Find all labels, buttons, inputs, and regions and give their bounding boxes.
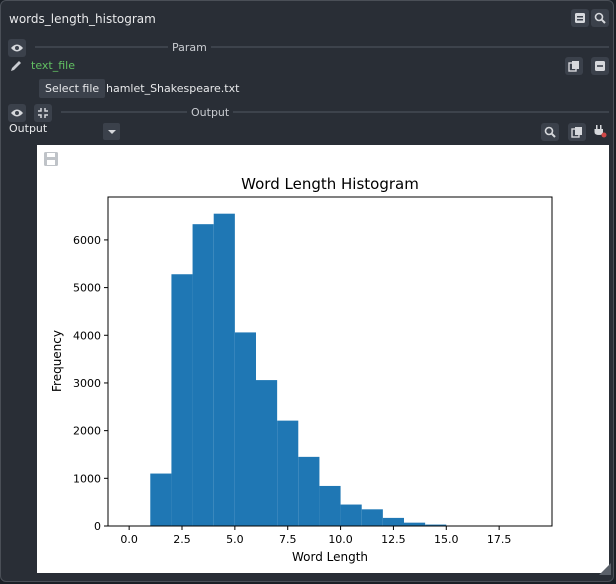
node-title: words_length_histogram [9,12,156,26]
histogram-bar [171,274,193,526]
y-axis-label: Frequency [50,330,64,392]
zoom-icon[interactable] [541,123,559,141]
zoom-icon[interactable] [591,9,609,27]
text-file-label: text_file [31,59,75,72]
shrink-icon[interactable] [34,104,52,122]
y-tick-label: 2000 [73,425,101,438]
plug-icon[interactable] [593,123,609,141]
minus-icon[interactable] [591,57,609,75]
x-tick-label: 12.5 [381,533,406,546]
y-tick-label: 1000 [73,472,101,485]
y-tick-label: 6000 [73,234,101,247]
histogram-bar [277,420,299,526]
histogram-bar [361,509,383,526]
chart-title: Word Length Histogram [241,175,419,193]
histogram-bar [298,456,320,526]
histogram-bar [213,213,235,526]
y-tick-label: 4000 [73,329,101,342]
eye-icon[interactable] [8,104,26,122]
histogram-bar [404,522,426,526]
x-tick-label: 10.0 [328,533,353,546]
eye-icon[interactable] [8,39,26,57]
histogram-bar [319,485,341,526]
resize-handle[interactable] [599,560,611,579]
x-axis-label: Word Length [292,550,368,564]
histogram-chart: Word Length Histogram 0.0 2.5 5.0 7.5 10.0 12… [50,175,553,564]
copy-icon[interactable] [568,123,586,141]
x-tick-label: 0.0 [120,533,137,546]
y-tick-label: 0 [94,520,101,533]
copy-icon[interactable] [565,57,583,75]
node-titlebar[interactable]: words_length_histogram [1,1,615,35]
y-tick-label: 3000 [73,377,101,390]
plot-frame [107,196,553,527]
collapse-icon[interactable] [571,9,589,27]
chevron-down-icon[interactable] [103,123,120,140]
output-port-label: Output [9,122,48,135]
x-tick-label: 7.5 [279,533,297,546]
select-file-button[interactable]: Select file [39,79,106,98]
x-tick-label: 15.0 [434,533,459,546]
histogram-bar [382,517,404,526]
plot-output: Word Length Histogram 0.0 2.5 5.0 7.5 10.0 12… [37,145,609,573]
x-tick-label: 17.5 [487,533,512,546]
histogram-bar [192,224,214,526]
output-section-label: Output [191,105,230,119]
histogram-bar [340,504,362,526]
histogram-bar [234,332,256,526]
param-section-label: Param [172,40,207,54]
pencil-icon[interactable] [9,58,23,77]
x-tick-label: 5.0 [226,533,244,546]
y-tick-label: 5000 [73,282,101,295]
histogram-bar [256,380,278,526]
file-name: hamlet_Shakespeare.txt [106,82,240,95]
save-icon[interactable] [43,151,59,167]
histogram-bar [425,524,447,526]
histogram-bar [150,473,172,526]
x-tick-label: 2.5 [173,533,191,546]
